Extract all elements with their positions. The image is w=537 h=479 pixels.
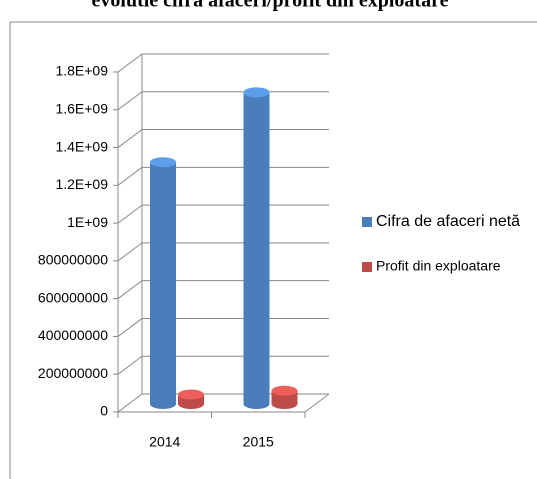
legend-label: Cifra de afaceri netă (376, 213, 520, 230)
bar-base (243, 399, 270, 409)
legend-label: Profit din exploatare (376, 258, 501, 274)
y-tick-label: 400000000 (38, 327, 108, 343)
bar-cap (271, 385, 298, 396)
bar-base (150, 399, 176, 409)
bar (243, 92, 270, 404)
grid-line (117, 355, 143, 375)
y-tick-label: 1.4E+09 (55, 138, 108, 154)
x-tick-label: 2014 (149, 434, 180, 450)
y-tick-label: 800000000 (38, 252, 108, 268)
grid-line (117, 242, 143, 262)
y-tick-label: 1E+09 (67, 214, 108, 230)
grid-line (117, 280, 143, 300)
x-tick-label: 2015 (243, 434, 274, 450)
chart-title: evolutie cifra afaceri/profit din exploa… (92, 0, 449, 12)
grid-line (117, 53, 143, 73)
legend-swatch (362, 217, 372, 227)
bar-cap (150, 157, 176, 168)
y-tick-label: 1.8E+09 (55, 63, 108, 79)
bar (150, 162, 176, 404)
y-tick-label: 1.6E+09 (55, 100, 108, 116)
floor (304, 393, 330, 413)
bar-base (178, 399, 204, 409)
grid-line (117, 204, 143, 224)
bar-cap (178, 389, 204, 400)
grid-line (117, 166, 143, 186)
grid-line (117, 318, 143, 337)
y-tick-label: 200000000 (38, 365, 108, 381)
grid-line (117, 129, 143, 148)
grid-line (117, 393, 143, 413)
y-tick-label: 0 (100, 403, 108, 419)
y-tick-label: 600000000 (38, 289, 108, 305)
legend-swatch (362, 262, 372, 272)
bar-base (271, 399, 298, 409)
grid-line (117, 91, 143, 111)
bar-cap (243, 87, 270, 98)
y-tick-label: 1.2E+09 (55, 176, 108, 192)
